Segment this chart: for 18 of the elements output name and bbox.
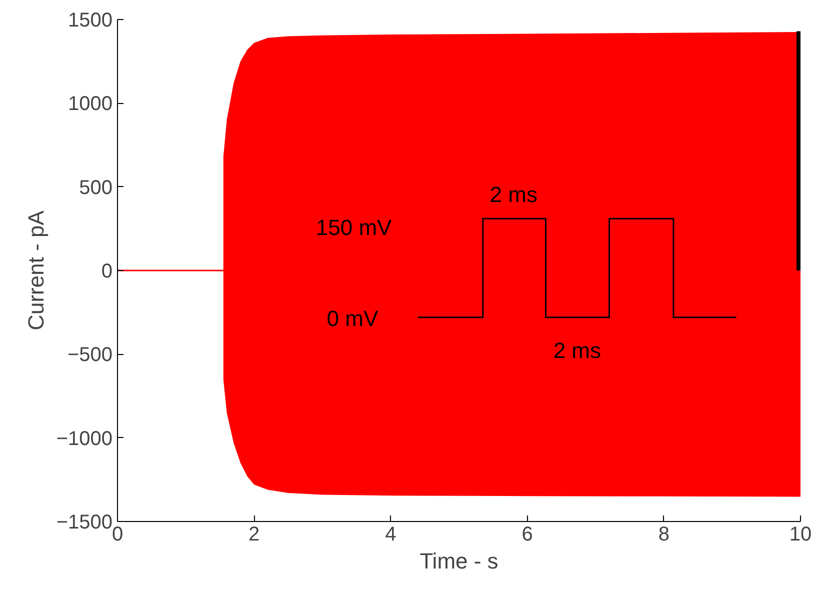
x-tick-label: 10 — [789, 524, 812, 546]
annotation: 2 ms — [553, 338, 602, 363]
x-tick-label: 6 — [522, 524, 533, 546]
y-tick-label: 1000 — [68, 93, 113, 116]
y-tick-label: 500 — [79, 176, 113, 199]
x-axis-title: Time - s — [420, 548, 498, 574]
y-tick-label: 0 — [101, 260, 112, 282]
y-tick-label: −1000 — [56, 428, 112, 450]
annotation: 0 mV — [326, 306, 378, 332]
annotation: 150 mV — [316, 214, 392, 240]
y-axis-title: Current - pA — [23, 210, 48, 330]
y-tick-label: 1500 — [68, 10, 113, 32]
y-tick-label: −500 — [67, 344, 113, 366]
y-tick-label: −1500 — [56, 512, 112, 534]
x-tick-label: 8 — [658, 524, 670, 546]
annotation: 2 ms — [490, 182, 538, 208]
x-tick-label: 4 — [385, 524, 396, 546]
x-tick-label: 2 — [248, 524, 260, 546]
